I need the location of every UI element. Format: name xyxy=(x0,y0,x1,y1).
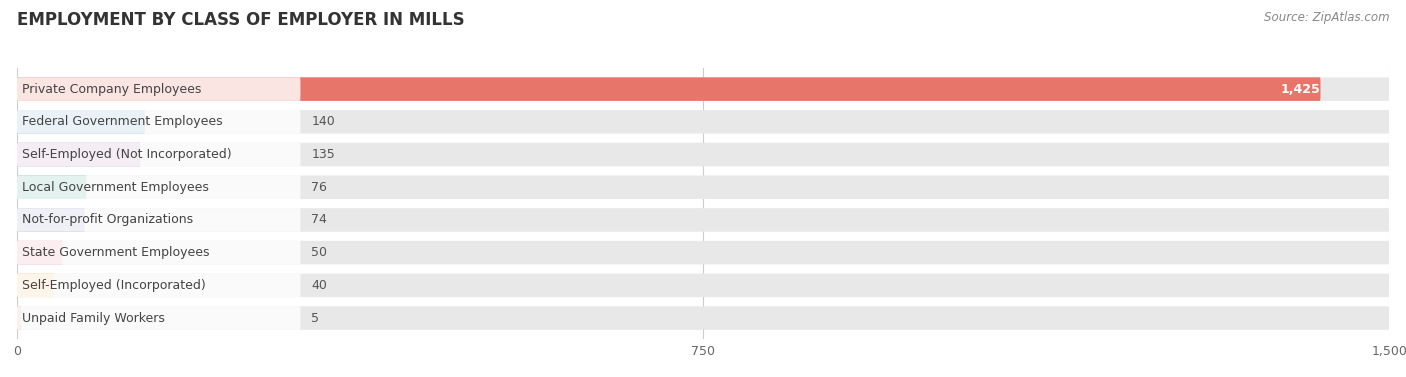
FancyBboxPatch shape xyxy=(17,143,301,166)
FancyBboxPatch shape xyxy=(17,208,1389,232)
Text: Source: ZipAtlas.com: Source: ZipAtlas.com xyxy=(1264,11,1389,24)
Text: State Government Employees: State Government Employees xyxy=(22,246,209,259)
FancyBboxPatch shape xyxy=(17,274,1389,297)
Text: Local Government Employees: Local Government Employees xyxy=(22,181,209,194)
FancyBboxPatch shape xyxy=(17,143,1389,166)
Text: 5: 5 xyxy=(312,311,319,325)
FancyBboxPatch shape xyxy=(17,110,145,133)
FancyBboxPatch shape xyxy=(17,143,141,166)
Text: Not-for-profit Organizations: Not-for-profit Organizations xyxy=(22,213,193,227)
Text: 76: 76 xyxy=(312,181,328,194)
FancyBboxPatch shape xyxy=(17,274,53,297)
Text: Unpaid Family Workers: Unpaid Family Workers xyxy=(22,311,165,325)
FancyBboxPatch shape xyxy=(17,77,1320,101)
FancyBboxPatch shape xyxy=(17,241,1389,264)
FancyBboxPatch shape xyxy=(17,175,86,199)
Text: Private Company Employees: Private Company Employees xyxy=(22,83,201,96)
FancyBboxPatch shape xyxy=(17,77,1389,101)
FancyBboxPatch shape xyxy=(17,306,21,330)
Text: 40: 40 xyxy=(312,279,328,292)
FancyBboxPatch shape xyxy=(17,208,301,232)
Text: 140: 140 xyxy=(312,115,335,128)
Text: 135: 135 xyxy=(312,148,335,161)
FancyBboxPatch shape xyxy=(17,77,301,101)
Text: Self-Employed (Not Incorporated): Self-Employed (Not Incorporated) xyxy=(22,148,232,161)
Text: Federal Government Employees: Federal Government Employees xyxy=(22,115,222,128)
Text: Self-Employed (Incorporated): Self-Employed (Incorporated) xyxy=(22,279,205,292)
FancyBboxPatch shape xyxy=(17,110,1389,133)
FancyBboxPatch shape xyxy=(17,208,84,232)
FancyBboxPatch shape xyxy=(17,241,301,264)
Text: EMPLOYMENT BY CLASS OF EMPLOYER IN MILLS: EMPLOYMENT BY CLASS OF EMPLOYER IN MILLS xyxy=(17,11,464,29)
FancyBboxPatch shape xyxy=(17,175,301,199)
FancyBboxPatch shape xyxy=(17,306,1389,330)
FancyBboxPatch shape xyxy=(17,274,301,297)
FancyBboxPatch shape xyxy=(17,110,301,133)
FancyBboxPatch shape xyxy=(17,241,63,264)
FancyBboxPatch shape xyxy=(17,175,1389,199)
FancyBboxPatch shape xyxy=(17,306,301,330)
Text: 50: 50 xyxy=(312,246,328,259)
Text: 74: 74 xyxy=(312,213,328,227)
Text: 1,425: 1,425 xyxy=(1279,83,1320,96)
